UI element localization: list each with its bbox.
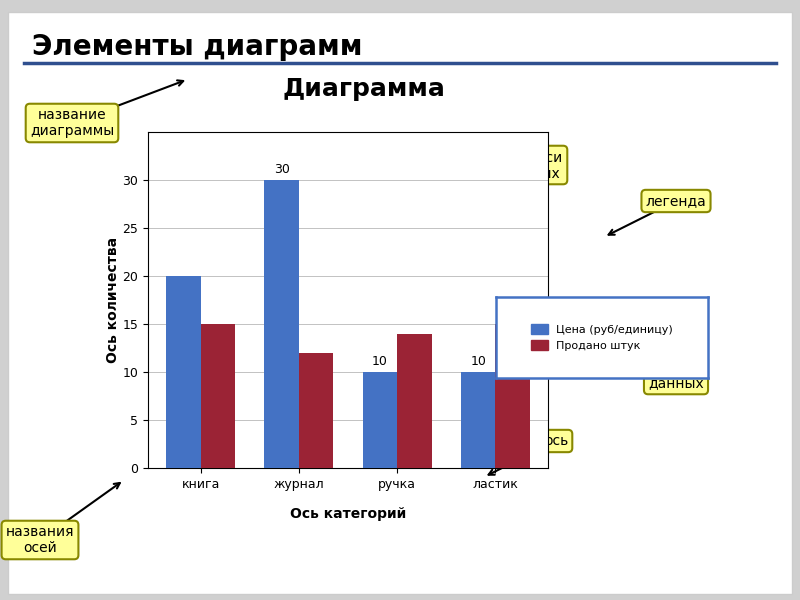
Text: 10: 10 (372, 355, 388, 368)
Bar (166, 276, 201, 468)
Text: Диаграмма: Диаграмма (282, 77, 446, 101)
Bar (362, 372, 397, 468)
Text: легенда: легенда (646, 194, 706, 208)
Text: подписи
данных: подписи данных (501, 150, 563, 180)
FancyBboxPatch shape (8, 12, 792, 594)
Bar (461, 372, 495, 468)
Text: название
диаграммы: название диаграммы (30, 108, 114, 138)
Y-axis label: Ось количества: Ось количества (106, 237, 120, 363)
Text: Элементы диаграмм: Элементы диаграмм (32, 33, 362, 61)
Legend: Цена (руб/единицу), Продано штук: Цена (руб/единицу), Продано штук (526, 319, 678, 355)
Text: названия
осей: названия осей (6, 525, 74, 555)
Text: Ось категорий: Ось категорий (290, 507, 406, 521)
Text: 10: 10 (470, 355, 486, 368)
Bar (299, 353, 334, 468)
Bar (201, 324, 235, 468)
Bar (397, 334, 431, 468)
Bar (265, 180, 299, 468)
Text: ось: ось (544, 434, 568, 448)
Text: сетка: сетка (355, 230, 397, 244)
Bar (495, 324, 530, 468)
Text: ряды
данных: ряды данных (648, 360, 704, 390)
Text: 30: 30 (274, 163, 290, 176)
